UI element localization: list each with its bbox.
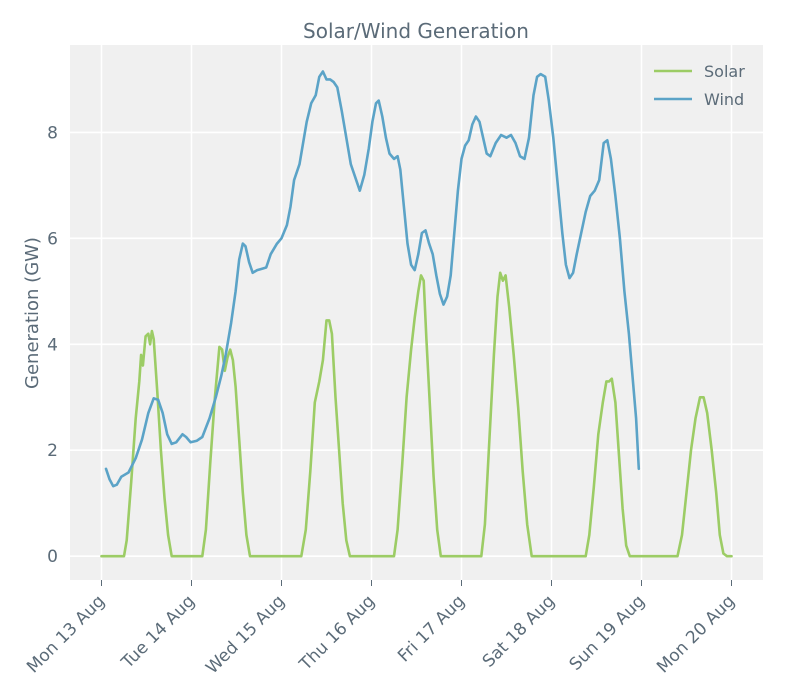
x-tick-label: Sun 19 Aug xyxy=(566,591,649,674)
legend-label-wind: Wind xyxy=(704,90,744,109)
y-ticks: 0 2 4 6 8 xyxy=(47,123,58,567)
y-tick-label: 6 xyxy=(47,229,58,249)
series-line-wind xyxy=(104,70,641,488)
chart-title: Solar/Wind Generation xyxy=(303,19,529,43)
y-axis-label: Generation (GW) xyxy=(22,237,43,389)
y-tick-label: 8 xyxy=(47,123,58,143)
x-ticks: Mon 13 Aug Tue 14 Aug Wed 15 Aug Thu 16 Aug… xyxy=(23,580,739,678)
x-tick-label: Thu 16 Aug xyxy=(295,591,379,675)
series-line-solar xyxy=(100,271,733,558)
series-layer xyxy=(100,70,733,558)
x-tick-label: Tue 14 Aug xyxy=(117,591,199,673)
legend: Solar Wind xyxy=(654,62,745,109)
y-tick-label: 4 xyxy=(47,335,58,355)
x-tick-label: Mon 13 Aug xyxy=(23,591,109,677)
x-tick-label: Sat 18 Aug xyxy=(479,591,559,671)
x-tick-label: Fri 17 Aug xyxy=(394,591,469,666)
y-tick-label: 0 xyxy=(47,547,58,567)
y-tick-label: 2 xyxy=(47,441,58,461)
x-tick-label: Mon 20 Aug xyxy=(653,591,739,677)
legend-label-solar: Solar xyxy=(704,62,745,81)
x-tick-label: Wed 15 Aug xyxy=(202,591,289,678)
